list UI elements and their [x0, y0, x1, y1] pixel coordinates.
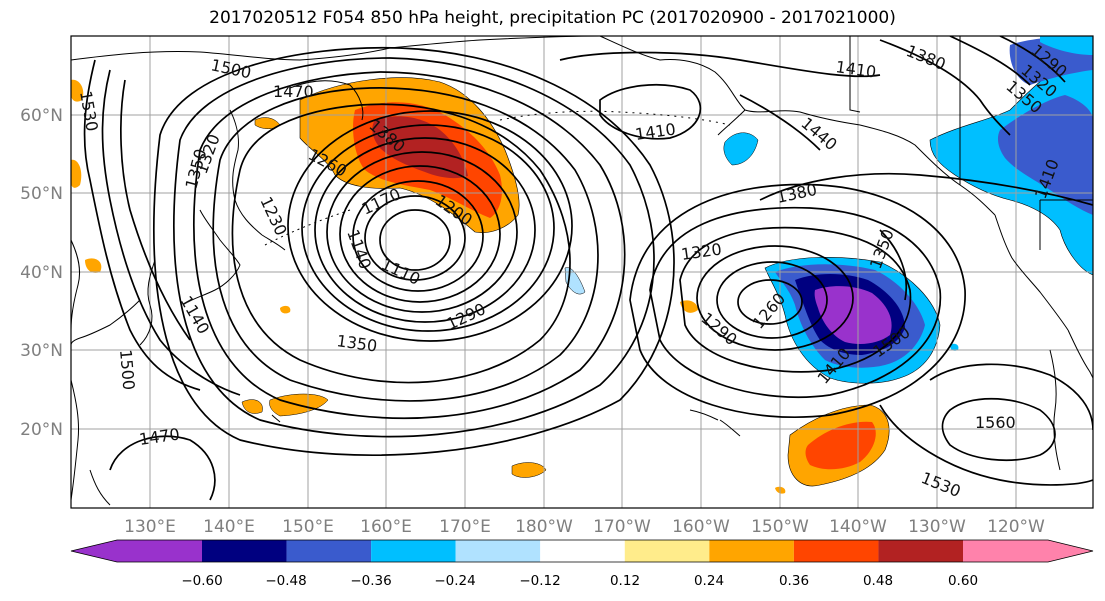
colorbar-segment [1048, 540, 1093, 562]
lon-label: 170°E [439, 517, 491, 537]
lon-label: 130°E [124, 517, 176, 537]
lon-label: 150°W [751, 517, 809, 537]
colorbar-segment [963, 540, 1048, 562]
lat-label: 60°N [20, 106, 63, 126]
lon-label: 180°W [515, 517, 573, 537]
contour-label: 1470 [273, 82, 314, 101]
colorbar-tick-label: −0.36 [350, 573, 391, 589]
colorbar-segment [202, 540, 287, 562]
map-title: 2017020512 F054 850 hPa height, precipit… [209, 8, 896, 28]
lat-label: 20°N [20, 420, 63, 440]
precip-negative-northeast [564, 36, 1093, 351]
graticule [71, 36, 1093, 508]
colorbar-tick-label: 0.24 [694, 573, 724, 589]
colorbar-segment [709, 540, 794, 562]
precip-negative-central [764, 257, 941, 384]
precip-positive-small [71, 79, 698, 478]
colorbar-ticks: −0.60 −0.48 −0.36 −0.24 −0.12 0.12 0.24 … [181, 573, 978, 589]
colorbar-tick-label: 0.12 [610, 573, 640, 589]
colorbar-segment [793, 540, 879, 562]
colorbar-segment [117, 540, 202, 562]
longitude-labels: 130°E 140°E 150°E 160°E 170°E 180°W 170°… [124, 517, 1045, 537]
lon-label: 140°E [203, 517, 255, 537]
colorbar-segment [540, 540, 625, 562]
contour-label: 1560 [975, 413, 1016, 432]
colorbar-tick-label: 0.48 [863, 573, 893, 589]
colorbar-tick-label: −0.60 [181, 573, 222, 589]
coastlines [71, 36, 1093, 506]
colorbar-tick-label: 0.36 [779, 573, 809, 589]
colorbar-tick-label: −0.24 [434, 573, 475, 589]
lon-label: 160°W [672, 517, 730, 537]
colorbar-segment [286, 540, 372, 562]
colorbar-tick-label: −0.48 [265, 573, 306, 589]
colorbar [70, 539, 1094, 563]
lon-label: 150°E [282, 517, 334, 537]
lon-label: 160°E [360, 517, 412, 537]
colorbar-segment [455, 540, 541, 562]
lat-label: 40°N [20, 263, 63, 283]
colorbar-segment [371, 540, 456, 562]
lon-label: 130°W [908, 517, 966, 537]
map-border [70, 35, 1094, 509]
lat-label: 30°N [20, 341, 63, 361]
colorbar-tick-label: −0.12 [519, 573, 560, 589]
lat-label: 50°N [20, 184, 63, 204]
latitude-labels: 60°N 50°N 40°N 30°N 20°N [20, 106, 63, 440]
contour-label: 1500 [116, 349, 138, 391]
colorbar-segment [624, 540, 710, 562]
lon-label: 120°W [987, 517, 1045, 537]
height-contours [83, 36, 1093, 501]
colorbar-segment [71, 540, 117, 562]
lon-label: 140°W [829, 517, 887, 537]
colorbar-outline [70, 539, 1094, 563]
colorbar-tick-label: 0.60 [948, 573, 978, 589]
colorbar-segment [878, 540, 963, 562]
lon-label: 170°W [593, 517, 651, 537]
